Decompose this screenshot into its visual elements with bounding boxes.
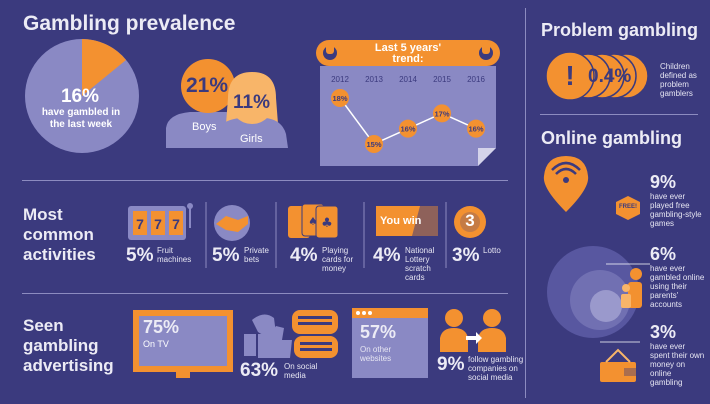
section-divider-3 [540, 114, 698, 115]
svg-text:♣: ♣ [321, 216, 333, 231]
ad-social-label: On social media [284, 362, 318, 380]
activity-pct-lotto: 3% [452, 245, 480, 266]
trend-title: Last 5 years' trend: [374, 42, 442, 65]
activity-label-fruit: Fruit machines [157, 246, 192, 264]
activity-label-bets: Private bets [244, 246, 269, 264]
problem-pct: 0.4% [588, 66, 632, 87]
online-title: Online gambling [541, 128, 683, 148]
column-divider [525, 8, 526, 398]
lotto-ball-number: 3 [465, 211, 475, 230]
playing-cards-icon: ♣ ♠ [288, 203, 339, 239]
follow-people-icon [440, 309, 506, 352]
activity-pct-cards: 4% [290, 245, 318, 266]
trend-year-label: 2014 [399, 75, 417, 84]
ad-follow-pct: 9% [437, 354, 465, 375]
activity-label-cards: Playing cards for money [322, 246, 354, 273]
website-icon [352, 308, 428, 378]
svg-text:♠: ♠ [308, 215, 318, 228]
activity-pct-scratch: 4% [373, 245, 401, 266]
trend-point [399, 119, 417, 138]
trend-year-label: 2012 [331, 75, 349, 84]
nested-circles [547, 246, 650, 343]
trend-point [365, 135, 383, 153]
boys-percent: 21% [186, 74, 229, 97]
trend-calendar [316, 40, 500, 166]
wifi-pin-icon [543, 156, 589, 212]
social-media-icon [244, 310, 338, 358]
trend-point [331, 89, 349, 107]
online-free-label: have ever played free gambling-style gam… [650, 192, 702, 228]
online-own-label: have ever spent their own money on onlin… [650, 342, 705, 387]
scratch-card-text: You win [380, 215, 422, 227]
advertising-title: Seen gambling advertising [23, 316, 114, 375]
handshake-icon [214, 205, 250, 241]
lotto-ball-icon [454, 206, 486, 238]
ad-web-pct: 57% [360, 322, 397, 342]
online-free-pct: 9% [650, 172, 677, 192]
ad-web-label: On other websites [360, 345, 392, 363]
ad-tv-label: On TV [143, 339, 169, 349]
fruit-machine-icon: 7 7 7 [128, 203, 193, 240]
ad-tv-pct: 75% [143, 317, 180, 337]
svg-text:7: 7 [136, 216, 144, 232]
problem-exclamation-icon: ! [565, 60, 575, 91]
boys-label: Boys [192, 121, 217, 133]
girl-silhouette-icon [214, 72, 288, 148]
trend-year-label: 2015 [433, 75, 451, 84]
wallet-icon [600, 348, 636, 382]
girls-label: Girls [240, 133, 263, 145]
coin-stack-icon [545, 51, 649, 101]
girls-percent: 11% [233, 92, 270, 113]
trend-point [433, 104, 451, 123]
online-own-pct: 3% [650, 322, 677, 342]
section-divider-2 [22, 293, 508, 294]
activity-pct-bets: 5% [212, 245, 240, 266]
trend-year-label: 2013 [365, 75, 383, 84]
parent-child-icon [621, 268, 642, 308]
tv-icon [133, 310, 233, 378]
activity-label-scratch: National Lottery scratch cards [405, 246, 435, 282]
trend-line-chart: 2012 2013 2014 2015 2016 18% 15% 16% 17% 16% [331, 75, 485, 153]
trend-year-label: 2016 [467, 75, 485, 84]
free-badge-icon [616, 196, 640, 220]
activity-pct-fruit: 5% [126, 245, 154, 266]
trend-point-label: 17% [434, 109, 449, 118]
problem-title: Problem gambling [541, 20, 699, 40]
activity-label-lotto: Lotto [483, 246, 501, 255]
ad-follow-label: follow gambling companies on social medi… [468, 355, 524, 382]
scratch-card-icon [376, 206, 438, 236]
section-divider-1 [22, 180, 508, 181]
pie-chart [25, 39, 139, 153]
ad-social-pct: 63% [240, 360, 279, 381]
trend-point-label: 16% [400, 125, 415, 134]
free-badge-text: FREE! [619, 204, 637, 210]
trend-point [467, 119, 485, 138]
pie-value: 16% [60, 86, 100, 107]
pie-slice-last-week [82, 39, 126, 96]
online-parents-pct: 6% [650, 244, 677, 264]
online-parents-label: have ever gambled online using their par… [650, 264, 705, 309]
pie-caption: have gambled in the last week [41, 107, 121, 130]
svg-text:7: 7 [154, 216, 162, 232]
problem-label: Children defined as problem gamblers [660, 62, 697, 98]
trend-point-label: 16% [468, 125, 483, 134]
activities-title: Most common activities [23, 205, 96, 264]
trend-point-label: 18% [332, 94, 347, 103]
prevalence-title: Gambling prevalence [23, 12, 236, 35]
svg-text:7: 7 [172, 216, 180, 232]
trend-point-label: 15% [366, 140, 381, 149]
